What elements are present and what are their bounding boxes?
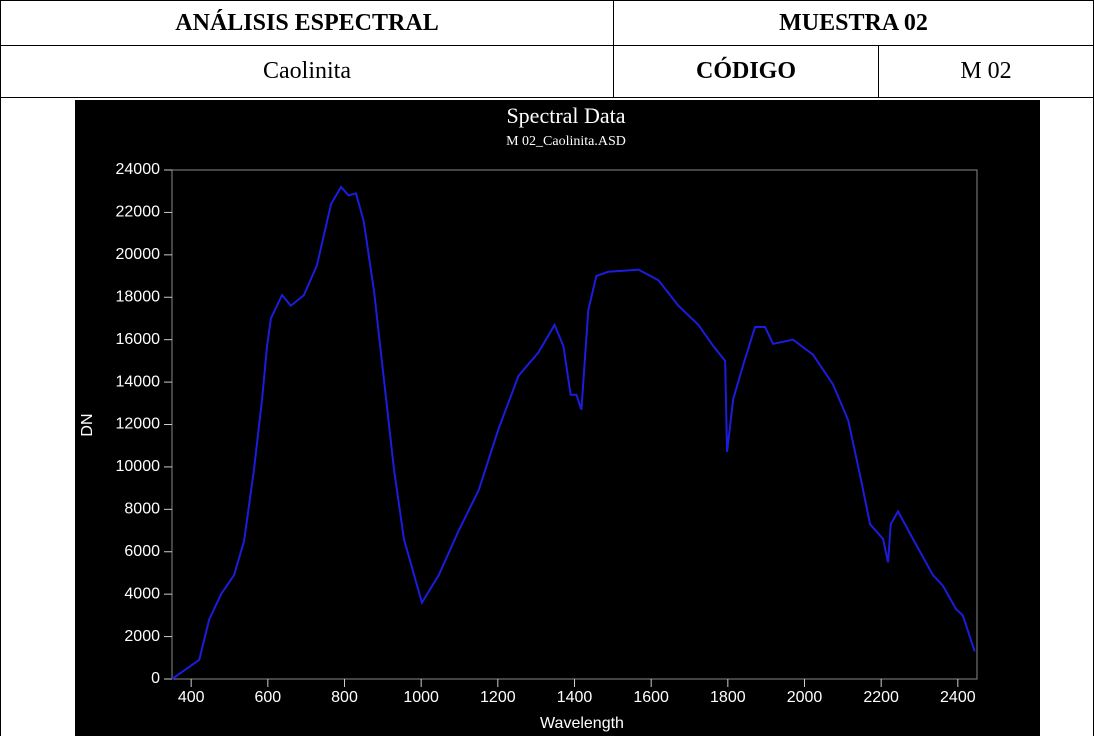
x-tick-label: 1400 (557, 689, 593, 706)
y-tick-label: 24000 (116, 161, 161, 178)
chart-background (75, 100, 1040, 736)
y-tick-label: 22000 (116, 204, 161, 221)
spectrum-line (171, 185, 976, 680)
x-tick-label: 2400 (940, 689, 976, 706)
x-tick-label: 600 (254, 689, 281, 706)
x-tick-label: 1600 (633, 689, 669, 706)
x-tick-label: 1200 (480, 689, 516, 706)
y-tick-label: 16000 (116, 331, 161, 348)
y-tick-label: 10000 (116, 458, 161, 475)
y-tick-label: 0 (151, 670, 160, 687)
y-tick-label: 6000 (124, 543, 160, 560)
y-tick-label: 18000 (116, 288, 161, 305)
x-axis-label: Wavelength (540, 715, 624, 732)
y-tick-label: 20000 (116, 246, 161, 263)
y-tick-label: 14000 (116, 373, 161, 390)
y-tick-label: 4000 (124, 585, 160, 602)
x-tick-label: 800 (331, 689, 358, 706)
x-tick-label: 1800 (710, 689, 746, 706)
y-tick-label: 12000 (116, 416, 161, 433)
y-tick-label: 8000 (124, 501, 160, 518)
x-tick-label: 2000 (787, 689, 823, 706)
y-axis-label: DN (79, 413, 96, 436)
chart-title: Spectral Data (506, 103, 625, 128)
x-tick-label: 2200 (863, 689, 899, 706)
chart-subtitle: M 02_Caolinita.ASD (506, 134, 626, 149)
y-tick-label: 2000 (124, 628, 160, 645)
x-tick-label: 400 (178, 689, 205, 706)
x-tick-label: 1000 (403, 689, 439, 706)
